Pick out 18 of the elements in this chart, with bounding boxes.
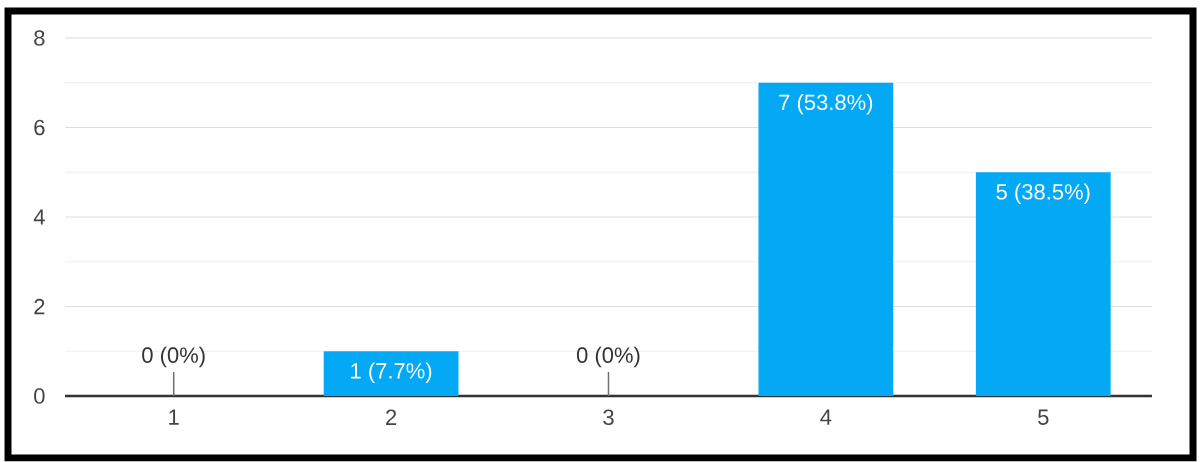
y-tick-label: 4 [33,209,45,225]
x-tick-label: 4 [820,409,832,425]
data-label: 0 (0%) [142,346,205,368]
bar [323,351,459,397]
x-tick-label: 3 [603,409,614,426]
y-tick-label: 8 [34,30,45,47]
x-tick-label: 2 [386,409,397,426]
bar [975,172,1111,397]
y-tick-label: 2 [34,299,45,315]
x-tick-label: 5 [1038,409,1049,426]
y-tick-label: 0 [34,388,45,405]
data-label: 5 (38.5%) [996,183,1090,205]
data-label: 1 (7.7%) [351,362,432,384]
bar [758,83,894,397]
data-label: 0 (0%) [576,346,640,368]
y-tick-label: 6 [34,119,45,136]
x-tick-label: 1 [169,409,179,425]
data-label: 7 (53.8%) [779,94,873,115]
